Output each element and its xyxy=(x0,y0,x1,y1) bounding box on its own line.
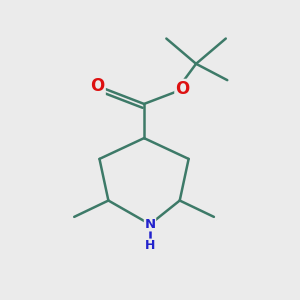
Text: O: O xyxy=(90,76,104,94)
Text: O: O xyxy=(176,80,190,98)
Text: H: H xyxy=(145,239,155,252)
Text: N: N xyxy=(144,218,156,231)
